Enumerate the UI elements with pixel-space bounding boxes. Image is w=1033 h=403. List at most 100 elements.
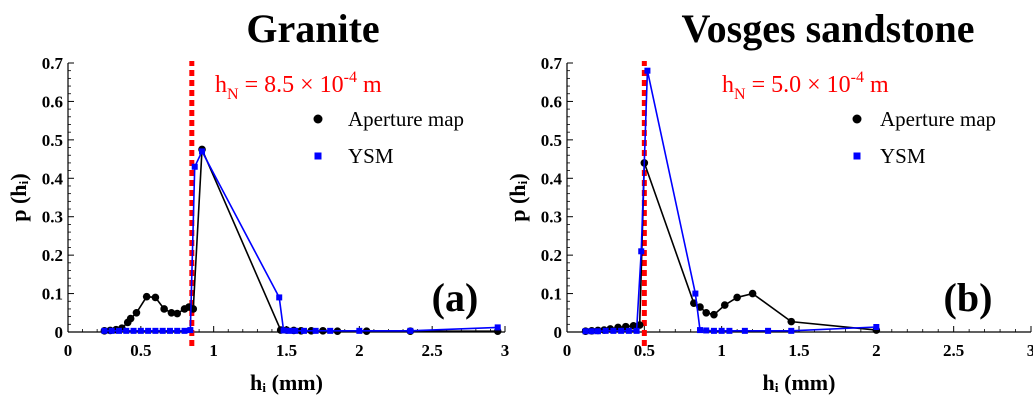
aperture-map-point [702, 308, 710, 317]
ysm-point [152, 327, 159, 334]
y-tick-label: 0.3 [42, 208, 63, 227]
aperture-map-point [142, 292, 151, 301]
ysm-point [697, 327, 704, 334]
ysm-point [718, 327, 725, 334]
ysm-point [130, 327, 137, 334]
annotation-unit: m [357, 72, 382, 98]
x-tick-label: 1 [209, 341, 218, 360]
y-axis-label: p (hᵢ) [505, 173, 530, 222]
reference-annotation: hN = 8.5 × 10-4 m [215, 69, 382, 103]
y-tick-label: 0.6 [541, 92, 562, 111]
legend-marker-ysm [853, 152, 861, 160]
y-tick-label: 0.5 [42, 131, 63, 150]
x-tick-label: 2 [872, 341, 881, 360]
chart-panel-1: Granite 0 0.5 1 1.5 2 2.5 3 0 0.1 0.2 0.3 0.4 0.5 0.6 0… [6, 6, 509, 395]
legend-label: Aperture map [880, 107, 996, 131]
chart-title: Vosges sandstone [681, 6, 974, 51]
x-tick-label: 1 [717, 341, 726, 360]
aperture-map-point [160, 305, 168, 313]
ysm-point [582, 328, 589, 335]
annotation-unit: m [864, 72, 889, 98]
ysm-point [187, 327, 194, 334]
ysm-point [101, 327, 108, 334]
ysm-point [108, 327, 115, 334]
y-tick-label: 0.4 [42, 169, 64, 188]
ysm-point [765, 327, 772, 334]
ysm-point [788, 327, 795, 334]
aperture-map-point [151, 293, 160, 302]
y-axis-label: p (hᵢ) [6, 173, 31, 222]
ysm-point [356, 327, 363, 334]
annotation-subscript: N [734, 86, 746, 103]
aperture-map-point [748, 289, 757, 298]
ysm-point [159, 327, 166, 334]
y-tick-label: 0.3 [541, 208, 562, 227]
aperture-map-point [167, 308, 176, 317]
ysm-point [494, 324, 501, 331]
ysm-point [873, 324, 880, 331]
annotation-exponent: -4 [344, 69, 357, 86]
x-tick-label: 1.5 [276, 341, 297, 360]
panel-label: (b) [944, 275, 993, 320]
ysm-point [191, 163, 198, 170]
x-tick-label: 2.5 [422, 341, 443, 360]
y-tick-label: 0.2 [541, 246, 562, 265]
x-tick-label: 3 [501, 341, 510, 360]
ysm-point [174, 327, 181, 334]
annotation-symbol: h [722, 72, 734, 98]
y-tick-label: 0.7 [42, 54, 64, 73]
legend-label: Aperture map [348, 107, 464, 131]
x-tick-label: 0.5 [634, 341, 655, 360]
ysm-point [199, 148, 206, 155]
ysm-point [286, 327, 293, 334]
y-tick-label: 0.5 [541, 131, 562, 150]
ysm-point [145, 327, 152, 334]
y-tick-label: 0 [554, 323, 563, 342]
annotation-exponent: -4 [851, 69, 864, 86]
ysm-point [741, 327, 748, 334]
legend-marker-aperture-map [313, 114, 323, 124]
ysm-point [280, 327, 287, 334]
legend: Aperture map YSM [852, 107, 996, 168]
ysm-point [618, 327, 625, 334]
ysm-point [588, 328, 595, 335]
y-tick-label: 0.1 [42, 285, 63, 304]
aperture-map-point [132, 308, 141, 317]
x-tick-label: 2 [355, 341, 364, 360]
ysm-point [726, 327, 733, 334]
legend-marker-ysm [314, 152, 322, 160]
aperture-map-point [629, 322, 638, 330]
legend-label: YSM [348, 144, 394, 168]
reference-annotation: hN = 5.0 × 10-4 m [722, 69, 889, 103]
legend-marker-aperture-map [852, 114, 862, 124]
legend: Aperture map YSM [313, 107, 464, 168]
aperture-map-point [126, 314, 135, 323]
y-tick-label: 0.2 [42, 246, 63, 265]
y-tick-label: 0.4 [541, 169, 563, 188]
ysm-point [644, 67, 651, 74]
panel-label: (a) [432, 275, 479, 320]
ysm-point [625, 327, 632, 334]
ysm-point [407, 327, 414, 334]
ysm-point [327, 327, 334, 334]
ysm-point [292, 327, 299, 334]
aperture-map-point [787, 317, 796, 326]
annotation-value: = 5.0 × 10 [746, 72, 851, 98]
y-tick-label: 0.1 [541, 285, 562, 304]
ysm-point [312, 327, 319, 334]
ysm-point [137, 327, 144, 334]
chart-title: Granite [246, 6, 379, 51]
ysm-point [710, 327, 717, 334]
annotation-subscript: N [227, 86, 239, 103]
x-tick-label: 0 [64, 341, 73, 360]
x-tick-label: 0 [563, 341, 572, 360]
annotation-symbol: h [215, 72, 227, 98]
aperture-map-point [720, 301, 729, 309]
annotation-value: = 8.5 × 10 [239, 72, 344, 98]
y-tick-label: 0.7 [541, 54, 563, 73]
ysm-point [123, 327, 130, 334]
chart-panel-2: Vosges sandstone 0 0.5 1 1.5 2 2.5 3 0 0.1 0.2 0.3 0… [505, 6, 1033, 395]
ysm-point [115, 327, 122, 334]
ysm-point [166, 327, 173, 334]
ysm-point [692, 290, 699, 297]
